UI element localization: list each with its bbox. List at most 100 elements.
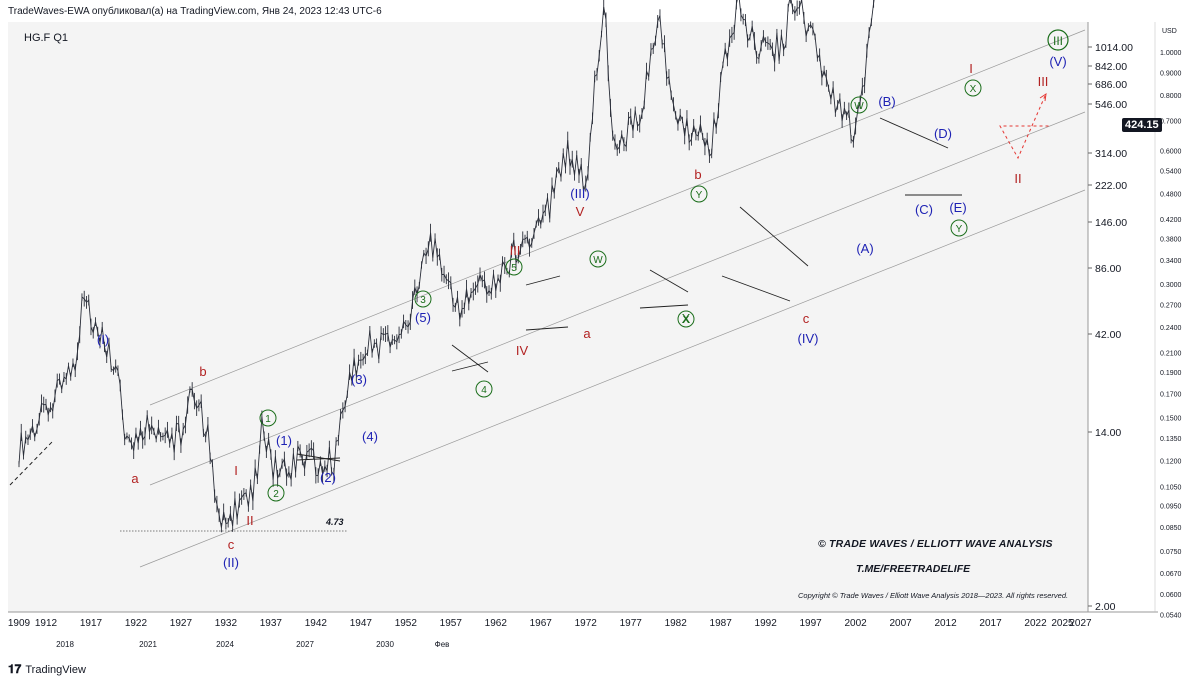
price-axis-label: 546.00 [1095,99,1127,111]
structure-lines [296,117,962,462]
usd-axis-label: 0.2700 [1160,302,1182,309]
usd-axis-label: 0.1350 [1160,436,1182,443]
x-secondary-tick-label: 2018 [56,640,74,649]
x-tick-label: 1967 [530,618,553,629]
tradingview-logo-icon: 𝟏𝟕 [8,662,22,676]
usd-axis-label: 0.0750 [1160,549,1182,556]
price-axis-label: 86.00 [1095,263,1121,275]
price-axis-label: 42.00 [1095,329,1121,341]
wave-label-circle [414,290,432,308]
wave-label: W [854,101,864,112]
x-tick-label: 1927 [170,618,193,629]
publish-info: TradeWaves-EWA опубликовал(а) на Trading… [8,6,382,17]
wave-label: III [510,243,521,258]
x-secondary-tick-label: 2021 [139,640,157,649]
x-tick-label: 1972 [575,618,598,629]
wave-label: (1) [276,433,292,448]
price-axis-label: 2.00 [1095,601,1116,613]
x-secondary-tick-label: 2027 [296,640,314,649]
wave-label: 1 [265,414,271,425]
wave-label-circle [677,310,695,328]
x-tick-label: 2022 [1024,618,1047,629]
wave-label: (III) [570,186,590,201]
x-tick-label: 2025 [1051,618,1074,629]
triangle-line [525,275,561,286]
usd-axis-label: 0.1700 [1160,391,1182,398]
low-level-label: 4.73 [325,517,344,527]
x-tick-label: 1997 [800,618,823,629]
wave-label: 4 [481,385,487,396]
usd-axis-label: 0.9000 [1160,70,1182,77]
triangle-line [525,326,569,331]
wave-label: W [593,255,603,266]
copyright-note: Copyright © Trade Waves / Elliott Wave A… [798,591,1069,600]
x-tick-label: 2012 [934,618,957,629]
wave-label-circle [589,250,607,268]
triangle-line [739,206,809,267]
usd-axis-label: 0.1900 [1160,370,1182,377]
usd-axis-label: 0.3400 [1160,258,1182,265]
wave-label: a [583,326,591,341]
wave-label-circle [475,380,493,398]
wave-label-circle [690,185,708,203]
wave-label: b [199,364,206,379]
watermark-telegram: T.ME/FREETRADELIFE [856,563,971,575]
usd-axis-label: 1.0000 [1160,50,1182,57]
x-tick-label: 1937 [260,618,283,629]
x-tick-label: 1932 [215,618,238,629]
channel-line [149,111,1086,486]
wave-label: 5 [511,263,517,274]
price-axis-label: 314.00 [1095,148,1127,160]
x-secondary-tick-label: Фев [435,640,450,649]
usd-axis-label: 0.3800 [1160,236,1182,243]
usd-axis-label: 0.1200 [1160,459,1182,466]
price-axis-label: 1014.00 [1095,42,1133,54]
triangle-line [296,453,341,462]
wave-label: a [131,471,139,486]
wave-label: (E) [949,200,966,215]
x-tick-label: 2017 [979,618,1002,629]
triangle-line [296,457,341,461]
x-secondary-tick-label: 2024 [216,640,234,649]
price-axis-label: 686.00 [1095,79,1127,91]
triangle-line [879,117,949,149]
triangle-line [451,344,489,373]
usd-axis-label: 0.0850 [1160,525,1182,532]
projection-arrow [1039,92,1047,102]
tradingview-logo[interactable]: 𝟏𝟕 TradingView [8,662,86,677]
price-axis-label: 222.00 [1095,180,1127,192]
triangle-line [649,269,689,293]
usd-axis-label: 0.1500 [1160,416,1182,423]
usd-axis-label: 0.0540 [1160,612,1182,619]
wave-label: I [234,463,238,478]
wave-label: (D) [934,126,952,141]
wave-label: (4) [362,429,378,444]
wave-label: X [970,84,977,95]
wave-label: I [969,61,973,76]
wave-label: II [1014,171,1021,186]
wave-label: Y [956,224,963,235]
usd-axis-label: 0.4800 [1160,191,1182,198]
usd-axis-label: 0.1050 [1160,484,1182,491]
wave-label-circle [964,79,982,97]
wave-label: (IV) [798,331,819,346]
wave-label: (I) [97,332,109,347]
trend-channels: 4.73 [9,29,1086,568]
history-dashed-line [9,441,53,486]
usd-unit-label: USD [1162,28,1177,35]
x-tick-label: 2007 [889,618,912,629]
wave-label-circle [259,409,277,427]
usd-axis-label: 0.0670 [1160,571,1182,578]
wave-label: X [682,311,691,326]
x-tick-label: 1962 [485,618,508,629]
wave-label: c [228,537,235,552]
wave-label: Y [696,190,703,201]
wave-label: III [1053,34,1063,48]
x-tick-label: 1912 [35,618,58,629]
wave-label: (B) [878,94,895,109]
wave-label: 3 [420,295,426,306]
usd-axis-label: 0.2400 [1160,325,1182,332]
x-tick-label: 1957 [440,618,463,629]
x-tick-label: 1922 [125,618,148,629]
wave-label: c [803,311,810,326]
